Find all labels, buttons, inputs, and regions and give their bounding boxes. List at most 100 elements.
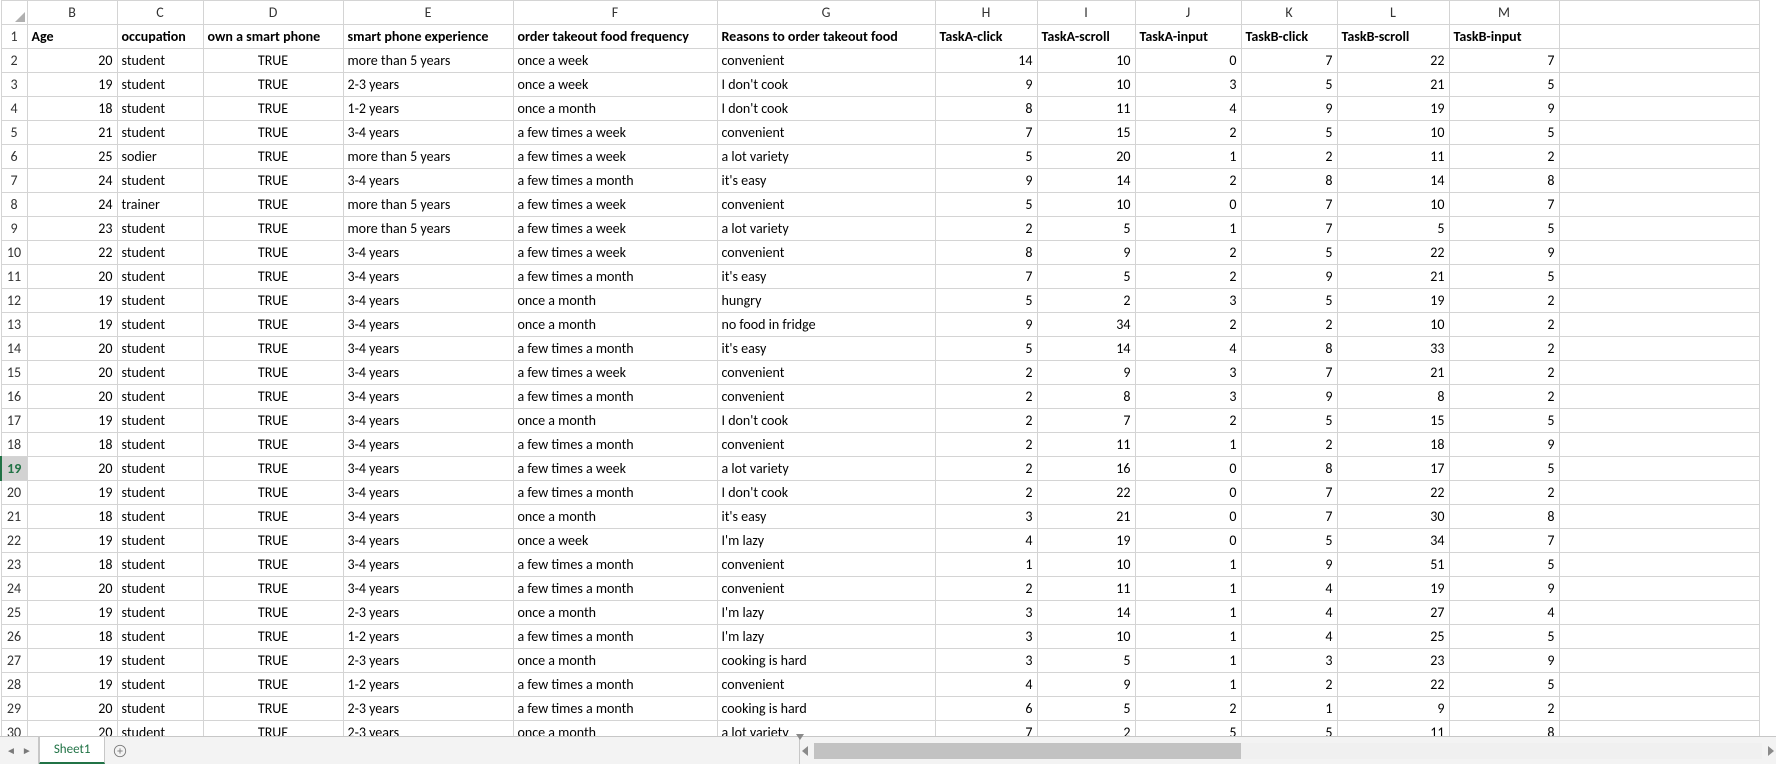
cell[interactable]: a few times a month <box>513 553 717 577</box>
cell[interactable]: convenient <box>717 241 935 265</box>
cell[interactable]: convenient <box>717 361 935 385</box>
cell[interactable]: TRUE <box>203 697 343 721</box>
cell[interactable]: more than 5 years <box>343 217 513 241</box>
cell[interactable]: 9 <box>1449 577 1559 601</box>
cell[interactable]: 2 <box>1449 289 1559 313</box>
cell[interactable]: student <box>117 169 203 193</box>
cell[interactable] <box>1559 625 1759 649</box>
cell[interactable]: 19 <box>27 313 117 337</box>
cell[interactable]: 7 <box>1241 49 1337 73</box>
column-header[interactable]: J <box>1135 1 1241 25</box>
cell[interactable]: 22 <box>1037 481 1135 505</box>
cell[interactable]: 9 <box>1337 697 1449 721</box>
row-header[interactable]: 4 <box>1 97 27 121</box>
row-header[interactable]: 2 <box>1 49 27 73</box>
cell[interactable]: 2 <box>1241 313 1337 337</box>
cell[interactable]: 17 <box>1337 457 1449 481</box>
cell[interactable]: 5 <box>1449 673 1559 697</box>
header-cell[interactable]: order takeout food frequency <box>513 25 717 49</box>
header-cell[interactable]: occupation <box>117 25 203 49</box>
cell[interactable]: 7 <box>1241 505 1337 529</box>
cell[interactable]: a few times a month <box>513 697 717 721</box>
cell[interactable]: TRUE <box>203 457 343 481</box>
cell[interactable]: student <box>117 73 203 97</box>
cell[interactable]: student <box>117 505 203 529</box>
cell[interactable]: a few times a month <box>513 481 717 505</box>
cell[interactable] <box>1559 409 1759 433</box>
cell[interactable]: 3 <box>1241 649 1337 673</box>
cell[interactable]: 0 <box>1135 529 1241 553</box>
cell[interactable]: 1-2 years <box>343 97 513 121</box>
cell[interactable]: 8 <box>935 241 1037 265</box>
cell[interactable]: TRUE <box>203 265 343 289</box>
cell[interactable]: 9 <box>1037 361 1135 385</box>
cell[interactable]: 19 <box>27 409 117 433</box>
cell[interactable]: 9 <box>1241 265 1337 289</box>
cell[interactable]: I'm lazy <box>717 625 935 649</box>
cell[interactable]: it's easy <box>717 505 935 529</box>
cell[interactable]: 3 <box>935 625 1037 649</box>
cell[interactable]: 5 <box>1241 289 1337 313</box>
cell[interactable]: 3 <box>935 601 1037 625</box>
cell[interactable]: cooking is hard <box>717 697 935 721</box>
horizontal-scrollbar[interactable] <box>799 737 1776 764</box>
cell[interactable]: 5 <box>1037 265 1135 289</box>
cell[interactable]: 4 <box>935 529 1037 553</box>
cell[interactable]: TRUE <box>203 73 343 97</box>
cell[interactable]: TRUE <box>203 241 343 265</box>
cell[interactable] <box>1559 361 1759 385</box>
cell[interactable]: 20 <box>27 49 117 73</box>
cell[interactable]: 19 <box>27 601 117 625</box>
cell[interactable]: 21 <box>1037 505 1135 529</box>
cell[interactable]: 1 <box>1135 649 1241 673</box>
cell[interactable]: 2 <box>1449 385 1559 409</box>
header-cell[interactable]: TaskA-scroll <box>1037 25 1135 49</box>
cell[interactable]: 9 <box>1037 241 1135 265</box>
cell[interactable]: convenient <box>717 193 935 217</box>
cell[interactable]: a few times a week <box>513 361 717 385</box>
cell[interactable]: a few times a month <box>513 577 717 601</box>
column-header[interactable]: F <box>513 1 717 25</box>
row-header[interactable]: 3 <box>1 73 27 97</box>
cell[interactable]: TRUE <box>203 601 343 625</box>
cell[interactable]: student <box>117 649 203 673</box>
cell[interactable]: 7 <box>935 265 1037 289</box>
cell[interactable]: 33 <box>1337 337 1449 361</box>
row-header[interactable]: 6 <box>1 145 27 169</box>
cell[interactable]: 5 <box>1449 265 1559 289</box>
cell[interactable]: once a month <box>513 97 717 121</box>
cell[interactable]: trainer <box>117 193 203 217</box>
cell[interactable]: 22 <box>27 241 117 265</box>
scrollbar-split-handle-icon[interactable] <box>796 734 804 740</box>
cell[interactable]: 34 <box>1037 313 1135 337</box>
cell[interactable]: 10 <box>1337 121 1449 145</box>
cell[interactable]: once a month <box>513 313 717 337</box>
row-header[interactable]: 8 <box>1 193 27 217</box>
cell[interactable]: 2 <box>1241 145 1337 169</box>
cell[interactable]: a few times a week <box>513 457 717 481</box>
cell[interactable]: 3 <box>1135 73 1241 97</box>
cell[interactable]: 3 <box>1135 361 1241 385</box>
cell[interactable] <box>1559 433 1759 457</box>
cell[interactable]: 2 <box>935 385 1037 409</box>
cell[interactable]: 5 <box>935 193 1037 217</box>
cell[interactable]: 3-4 years <box>343 505 513 529</box>
cell[interactable]: 11 <box>1037 577 1135 601</box>
cell[interactable]: once a week <box>513 73 717 97</box>
cell[interactable]: 5 <box>1241 721 1337 737</box>
cell[interactable]: 5 <box>1449 73 1559 97</box>
cell[interactable]: 7 <box>1449 49 1559 73</box>
cell[interactable] <box>1559 145 1759 169</box>
cell[interactable]: 34 <box>1337 529 1449 553</box>
cell[interactable]: 8 <box>1241 337 1337 361</box>
cell[interactable] <box>1559 601 1759 625</box>
cell[interactable]: 4 <box>1241 625 1337 649</box>
cell[interactable]: 3-4 years <box>343 313 513 337</box>
cell[interactable]: 20 <box>27 697 117 721</box>
cell[interactable]: 21 <box>1337 361 1449 385</box>
cell[interactable]: 8 <box>1449 169 1559 193</box>
tab-nav-prev-icon[interactable]: ◄ <box>6 744 16 757</box>
cell[interactable]: 2 <box>1449 145 1559 169</box>
cell[interactable]: student <box>117 433 203 457</box>
cell[interactable]: student <box>117 409 203 433</box>
